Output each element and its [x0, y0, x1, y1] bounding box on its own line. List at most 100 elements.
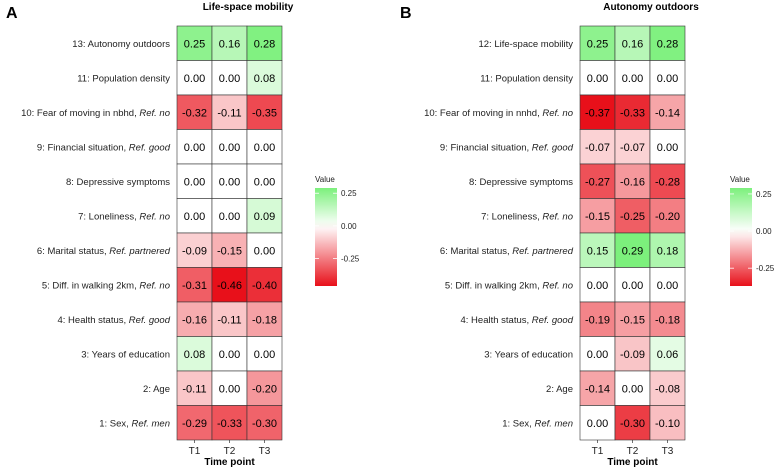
legend-tick-label: 0.25 [341, 189, 357, 198]
cell-value: 0.16 [219, 38, 240, 50]
cell-value: 0.00 [587, 349, 608, 361]
cell-value: -0.14 [585, 383, 610, 395]
cell-value: -0.20 [252, 383, 277, 395]
cell-value: 0.00 [254, 349, 275, 361]
row-label: 8: Depressive symptoms [469, 177, 573, 188]
cell-value: 0.18 [657, 245, 678, 257]
heatmap-cell [614, 129, 651, 165]
heatmap-cell [246, 60, 283, 96]
cell-value: 0.28 [657, 38, 678, 50]
cell-value: 0.00 [254, 142, 275, 154]
cell-value: -0.30 [252, 418, 277, 430]
legend-tick-label: -0.25 [756, 264, 775, 273]
x-tick-label: T3 [662, 446, 674, 457]
cell-value: 0.09 [254, 211, 275, 223]
heatmap-cell [649, 370, 686, 406]
cell-value: -0.37 [585, 107, 610, 119]
cell-value: -0.10 [655, 418, 680, 430]
heatmap-cell [176, 267, 213, 303]
cell-value: 0.00 [184, 142, 205, 154]
cell-value: -0.29 [182, 418, 207, 430]
heatmap-cell [579, 267, 616, 303]
legend-tick-label: 0.00 [756, 227, 772, 236]
cell-value: -0.31 [182, 280, 207, 292]
heatmap-cell [614, 198, 651, 234]
heatmap-cell [246, 232, 283, 268]
cell-value: 0.00 [184, 73, 205, 85]
panel-b: B Autonomy outdoors 12: Life-space mobilit… [400, 2, 775, 468]
cell-value: 0.25 [587, 38, 608, 50]
heatmap-cell [246, 301, 283, 337]
cell-value: -0.15 [217, 245, 242, 257]
panel-title: Autonomy outdoors [603, 2, 699, 13]
cell-value: 0.00 [622, 73, 643, 85]
row-label: 6: Marital status, Ref. partnered [440, 246, 574, 257]
heatmap-cell [614, 232, 651, 268]
legend-tick-label: 0.25 [756, 190, 772, 199]
heatmap-cell [176, 129, 213, 165]
row-label: 10: Fear of moving in nbhd, Ref. no [21, 108, 170, 119]
cell-value: -0.09 [182, 245, 207, 257]
heatmap-cell [246, 267, 283, 303]
cell-value: 0.00 [657, 142, 678, 154]
heatmap-cell [176, 301, 213, 337]
heatmap-cell [246, 25, 283, 61]
heatmap-cell [649, 405, 686, 441]
cell-value: 0.08 [184, 349, 205, 361]
row-label: 4: Health status, Ref. good [58, 315, 171, 326]
x-tick-label: T2 [224, 446, 236, 457]
cell-value: -0.15 [620, 314, 645, 326]
x-tick-label: T2 [627, 446, 639, 457]
legend-tick-label: 0.00 [341, 222, 357, 231]
row-label: 8: Depressive symptoms [66, 177, 170, 188]
cell-value: 0.00 [219, 142, 240, 154]
cell-value: -0.14 [655, 107, 680, 119]
cell-value: -0.18 [252, 314, 277, 326]
cell-value: 0.00 [587, 73, 608, 85]
cell-value: -0.11 [217, 107, 241, 119]
cell-value: 0.00 [219, 383, 240, 395]
heatmap-cell [246, 405, 283, 441]
row-label: 2: Age [546, 384, 573, 395]
heatmap-cell [246, 336, 283, 372]
heatmap-cell [649, 301, 686, 337]
heatmap-cell [211, 94, 248, 130]
cell-value: 0.00 [219, 73, 240, 85]
x-tick-label: T3 [259, 446, 271, 457]
cell-value: 0.16 [622, 38, 643, 50]
heatmap-cell [579, 370, 616, 406]
x-axis-title: Time point [204, 457, 255, 468]
heatmap-cell [211, 267, 248, 303]
cell-value: -0.25 [620, 211, 645, 223]
cell-value: -0.20 [655, 211, 680, 223]
cell-value: -0.28 [655, 176, 680, 188]
cell-value: -0.33 [217, 418, 242, 430]
panel-letter: A [6, 5, 18, 22]
heatmap-cell [246, 198, 283, 234]
heatmap-cell [176, 232, 213, 268]
panel-title: Life-space mobility [203, 2, 294, 13]
cell-value: -0.18 [655, 314, 680, 326]
cell-value: -0.40 [252, 280, 277, 292]
row-label: 9: Financial situation, Ref. good [440, 142, 574, 153]
heatmap-cell [579, 232, 616, 268]
panel-a: A Life-space mobility 13: Autonomy outdoor… [6, 2, 360, 468]
cell-value: 0.00 [219, 176, 240, 188]
cell-value: -0.30 [620, 418, 645, 430]
cell-value: -0.33 [620, 107, 645, 119]
cell-value: -0.11 [217, 314, 241, 326]
cell-value: 0.00 [622, 280, 643, 292]
cell-value: -0.16 [182, 314, 207, 326]
cell-value: -0.11 [182, 383, 206, 395]
heatmap-cell [246, 370, 283, 406]
heatmap-cell [649, 94, 686, 130]
cell-value: 0.00 [184, 176, 205, 188]
legend-colorbar [315, 188, 337, 286]
cell-value: 0.00 [254, 176, 275, 188]
heatmap-cell [614, 163, 651, 199]
legend-tick-label: -0.25 [341, 255, 360, 264]
panel-letter: B [400, 5, 412, 22]
cell-value: 0.25 [184, 38, 205, 50]
cell-value: 0.00 [657, 280, 678, 292]
